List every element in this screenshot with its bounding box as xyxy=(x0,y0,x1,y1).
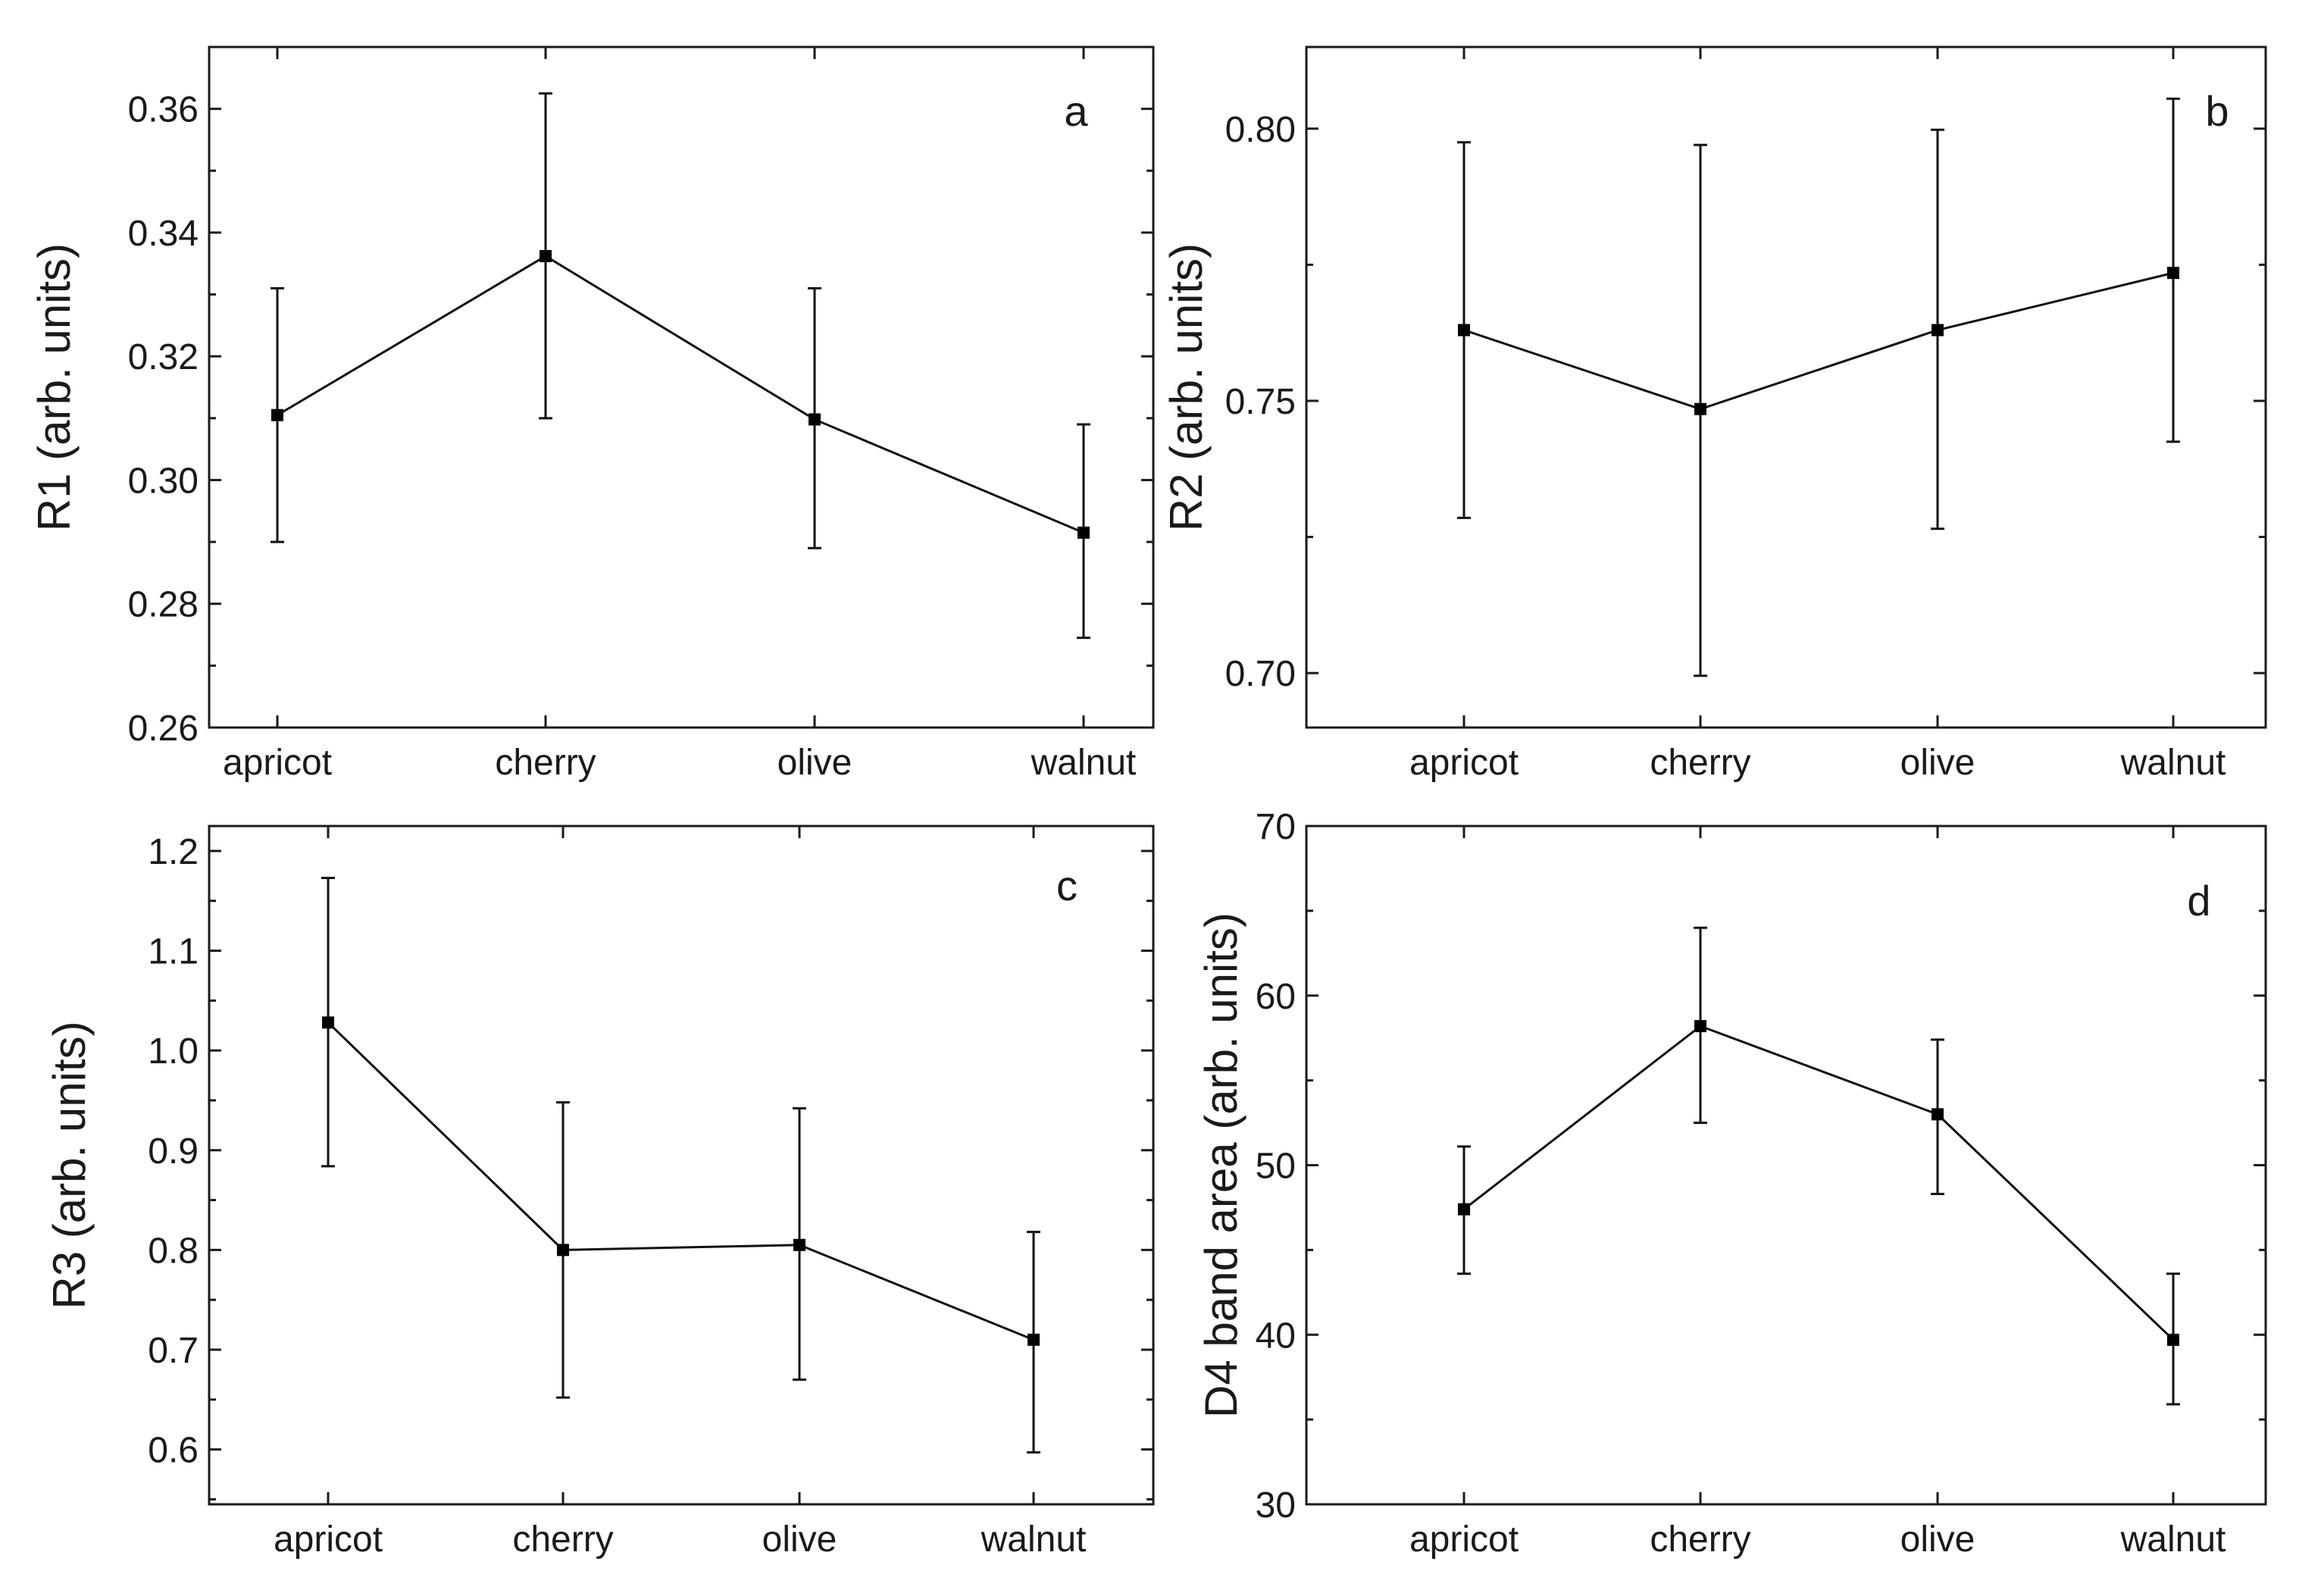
panel-d-ytick-label: 40 xyxy=(1256,1316,1296,1356)
panel-b-point-olive xyxy=(1932,324,1944,336)
panel-a-xtick-label-apricot: apricot xyxy=(223,743,332,783)
panel-a-xtick-label-cherry: cherry xyxy=(495,743,596,783)
panel-c-ytick-label: 1.0 xyxy=(148,1031,199,1072)
panel-c-xtick-label-apricot: apricot xyxy=(274,1519,383,1560)
panel-d-ytick-label: 30 xyxy=(1256,1485,1296,1526)
panel-a-point-olive xyxy=(809,413,821,426)
panel-b: 0.70 0.75 0.80 apricot cherry olive walnut b R2 … xyxy=(1161,45,2267,783)
panel-c-letter: c xyxy=(1056,862,1078,909)
panel-b-plot-frame xyxy=(1305,45,2267,729)
panel-a-ylabel: R1 (arb. units) xyxy=(29,243,80,531)
panel-a-letter: a xyxy=(1064,87,1088,135)
panel-c-series-line xyxy=(327,1022,1034,1341)
panel-d-point-olive xyxy=(1932,1108,1944,1121)
panel-c-xtick-label-olive: olive xyxy=(762,1519,837,1560)
panel-d-letter: d xyxy=(2187,877,2210,925)
panel-a-ytick-label: 0.30 xyxy=(128,461,199,501)
panel-a-point-apricot xyxy=(271,408,283,421)
panel-d-plot-frame xyxy=(1305,825,2267,1506)
panel-b-xtick-label-walnut: walnut xyxy=(2120,743,2226,783)
panel-d-xtick-label-walnut: walnut xyxy=(2120,1519,2226,1560)
panel-b-xtick-label-cherry: cherry xyxy=(1650,743,1750,783)
panel-a-ytick-label: 0.26 xyxy=(128,709,199,749)
panel-a-series-line xyxy=(277,255,1084,534)
panel-d-ytick-label: 50 xyxy=(1256,1147,1296,1187)
panel-c-point-cherry xyxy=(557,1244,569,1256)
panel-d-ytick-label: 60 xyxy=(1256,977,1296,1017)
panel-b-xtick-label-apricot: apricot xyxy=(1409,743,1519,783)
panel-b-ylabel: R2 (arb. units) xyxy=(1161,243,1212,531)
panel-b-point-cherry xyxy=(1694,402,1706,415)
panel-b-ytick-label: 0.75 xyxy=(1225,382,1296,422)
panel-b-series-line xyxy=(1463,271,2174,411)
panel-a-ytick-label: 0.32 xyxy=(128,337,199,377)
panel-a-xtick-label-walnut: walnut xyxy=(1031,743,1137,783)
panel-a-ytick-label: 0.36 xyxy=(128,90,199,130)
panel-d-ylabel: D4 band area (arb. units) xyxy=(1196,912,1247,1418)
panel-d-point-apricot xyxy=(1458,1203,1470,1216)
panel-d-series-line xyxy=(1463,1025,2175,1341)
panel-d-xtick-label-apricot: apricot xyxy=(1409,1519,1519,1560)
panel-c-ytick-label: 1.2 xyxy=(148,832,199,872)
panel-d-xtick-label-cherry: cherry xyxy=(1650,1519,1750,1560)
panel-b-point-apricot xyxy=(1458,324,1470,336)
panel-c-point-walnut xyxy=(1028,1333,1040,1346)
panel-d-ytick-label: 70 xyxy=(1256,807,1296,847)
panel-c-ytick-label: 1.1 xyxy=(148,932,199,972)
panel-c-ylabel: R3 (arb. units) xyxy=(44,1021,95,1309)
panel-d: 30 40 50 60 70 apricot cherry olive walnut d D4 ba… xyxy=(1196,807,2267,1560)
panel-c-ytick-label: 0.7 xyxy=(148,1331,199,1371)
panel-c-point-apricot xyxy=(322,1016,334,1029)
panel-a-ytick-label: 0.34 xyxy=(128,214,199,254)
panel-c-point-olive xyxy=(793,1238,805,1251)
panel-c-plot-frame xyxy=(208,825,1155,1506)
panel-c-xtick-label-walnut: walnut xyxy=(981,1519,1087,1560)
panel-a-plot-frame xyxy=(208,45,1155,729)
panel-b-point-walnut xyxy=(2167,267,2179,280)
panel-d-point-walnut xyxy=(2167,1333,2179,1346)
panel-c-ytick-label: 0.8 xyxy=(148,1231,199,1271)
panel-c: 0.6 0.7 0.8 0.9 1.0 1.1 1.2 apricot cherry olive w… xyxy=(44,825,1155,1560)
panel-c-ytick-label: 0.6 xyxy=(148,1431,199,1471)
panel-b-ytick-label: 0.80 xyxy=(1225,110,1296,150)
panel-a-point-cherry xyxy=(540,249,552,262)
panel-a-xtick-label-olive: olive xyxy=(777,743,852,783)
panel-b-letter: b xyxy=(2205,87,2229,135)
panel-a: 0.26 0.28 0.30 0.32 0.34 0.36 apricot cherry oli… xyxy=(29,45,1155,783)
panel-b-xtick-label-olive: olive xyxy=(1900,743,1975,783)
panel-c-xtick-label-cherry: cherry xyxy=(512,1519,613,1560)
panel-b-ytick-label: 0.70 xyxy=(1225,654,1296,694)
panel-d-point-cherry xyxy=(1694,1020,1706,1033)
panel-a-ytick-label: 0.28 xyxy=(128,585,199,625)
panel-c-ytick-label: 0.9 xyxy=(148,1131,199,1172)
panel-d-xtick-label-olive: olive xyxy=(1900,1519,1975,1560)
panel-a-point-walnut xyxy=(1078,526,1090,539)
